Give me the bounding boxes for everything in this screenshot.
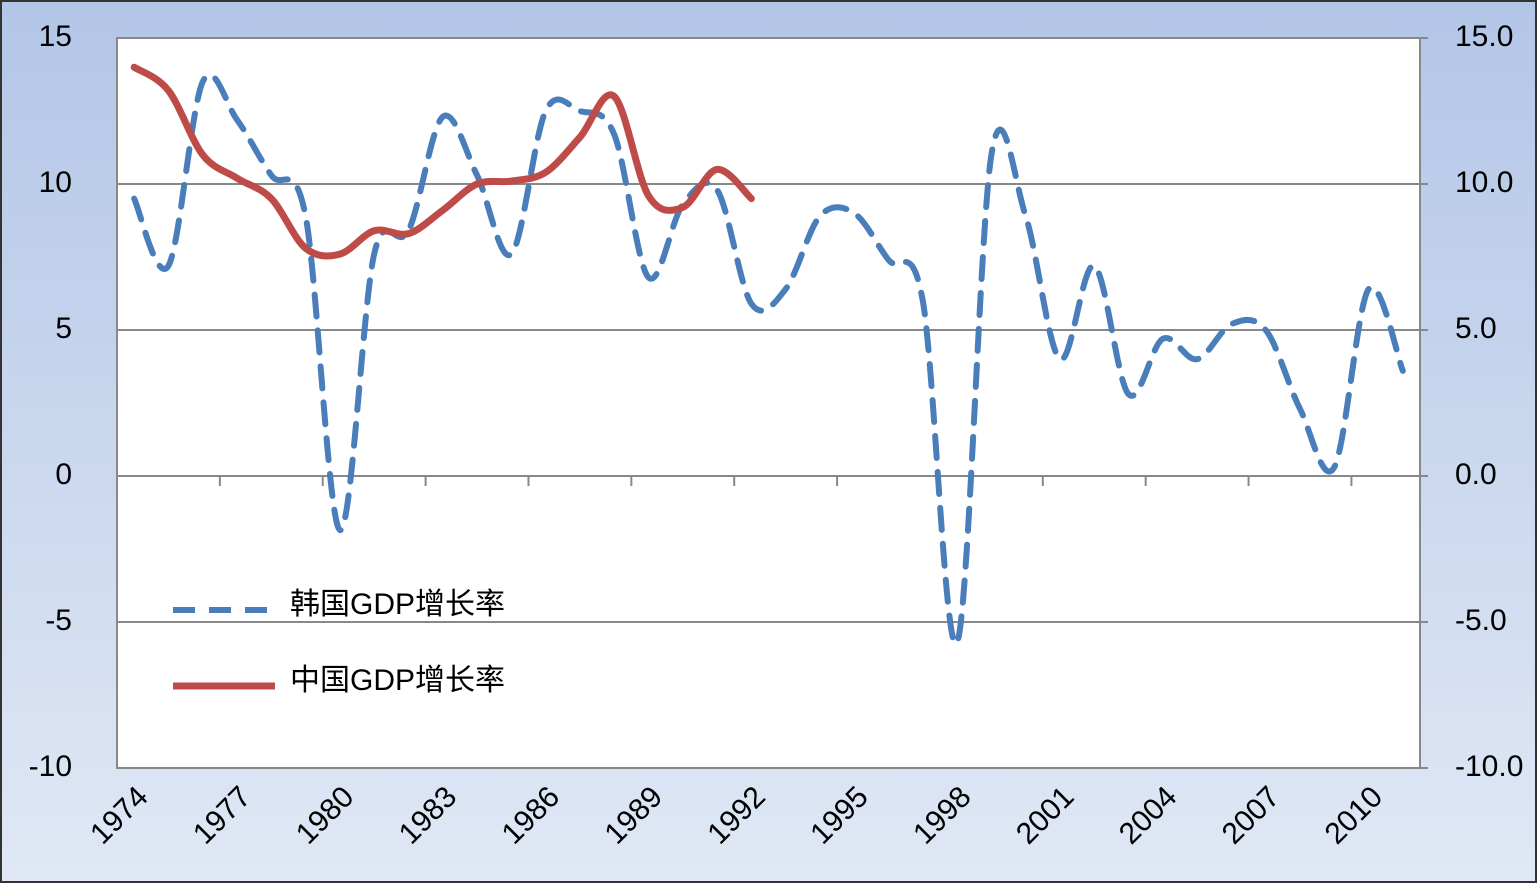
y-tick-label: 15 [39,20,72,53]
y2-tick-label: 5.0 [1455,312,1497,345]
y2-tick-label: 15.0 [1455,20,1513,53]
legend-label: 中国GDP增长率 [290,664,505,697]
series-line [130,63,755,260]
legend-label: 韩国GDP增长率 [290,588,505,621]
y2-tick-label: -5.0 [1455,604,1507,637]
y2-tick-label: 10.0 [1455,166,1513,199]
y-tick-label: -5 [45,604,72,637]
y-tick-label: 0 [55,458,72,491]
series-line [131,71,1406,647]
y-tick-label: 10 [39,166,72,199]
y2-tick-label: -10.0 [1455,750,1523,783]
y-tick-label: -10 [29,750,72,783]
y-tick-label: 5 [55,312,72,345]
plot-area [116,37,1421,769]
y2-tick-label: 0.0 [1455,458,1497,491]
